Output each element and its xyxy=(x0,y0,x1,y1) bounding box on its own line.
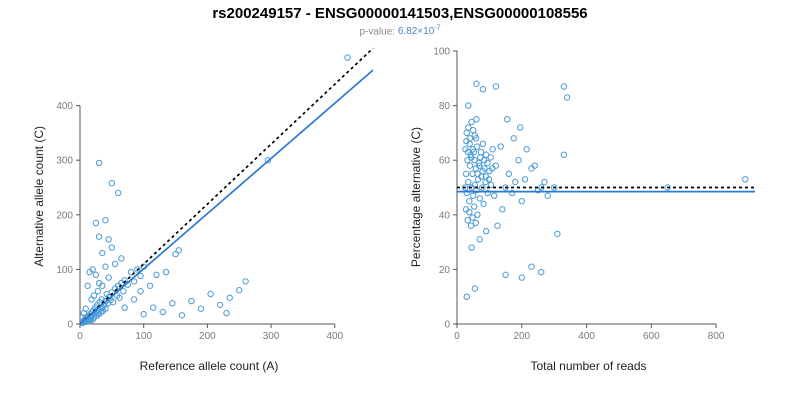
svg-text:100: 100 xyxy=(433,47,450,58)
right-scatter-canvas: 0 200 400 600 800 0 20 40 60 80 100 xyxy=(433,47,755,342)
svg-text:800: 800 xyxy=(707,331,724,342)
svg-text:400: 400 xyxy=(326,331,343,342)
svg-text:100: 100 xyxy=(135,331,152,342)
svg-text:100: 100 xyxy=(56,265,73,276)
right-x-axis-label: Total number of reads xyxy=(530,359,647,374)
svg-text:200: 200 xyxy=(513,331,530,342)
header: rs200249157 - ENSG00000141503,ENSG000001… xyxy=(0,0,800,37)
left-scatter-canvas: 0 100 200 300 400 0 100 200 300 400 xyxy=(56,47,374,342)
p-value-line: p-value: 6.82×10-7 xyxy=(0,25,800,37)
svg-text:0: 0 xyxy=(454,331,460,342)
svg-text:40: 40 xyxy=(438,211,450,222)
left-plot: Alternative allele count (C) 0 100 200 300 4… xyxy=(32,39,387,373)
svg-text:300: 300 xyxy=(262,331,279,342)
svg-text:60: 60 xyxy=(438,156,450,167)
svg-text:0: 0 xyxy=(77,331,83,342)
svg-text:0: 0 xyxy=(444,320,450,331)
svg-text:300: 300 xyxy=(56,156,73,167)
left-x-axis-label: Reference allele count (A) xyxy=(139,359,279,374)
svg-text:200: 200 xyxy=(56,211,73,222)
svg-text:80: 80 xyxy=(438,101,450,112)
plots-row: Alternative allele count (C) 0 100 200 300 4… xyxy=(0,39,800,373)
svg-text:0: 0 xyxy=(67,320,73,331)
svg-text:200: 200 xyxy=(199,331,216,342)
page: rs200249157 - ENSG00000141503,ENSG000001… xyxy=(0,0,800,373)
svg-text:400: 400 xyxy=(56,101,73,112)
p-value-label: p-value: xyxy=(359,26,396,38)
chart-title: rs200249157 - ENSG00000141503,ENSG000001… xyxy=(212,5,588,22)
right-plot: Percentage alternative (C) 0 200 400 600 800… xyxy=(409,39,769,373)
svg-text:20: 20 xyxy=(438,265,450,276)
svg-text:600: 600 xyxy=(643,331,660,342)
svg-text:400: 400 xyxy=(578,331,595,342)
p-value: 6.82×10-7 xyxy=(397,25,441,38)
